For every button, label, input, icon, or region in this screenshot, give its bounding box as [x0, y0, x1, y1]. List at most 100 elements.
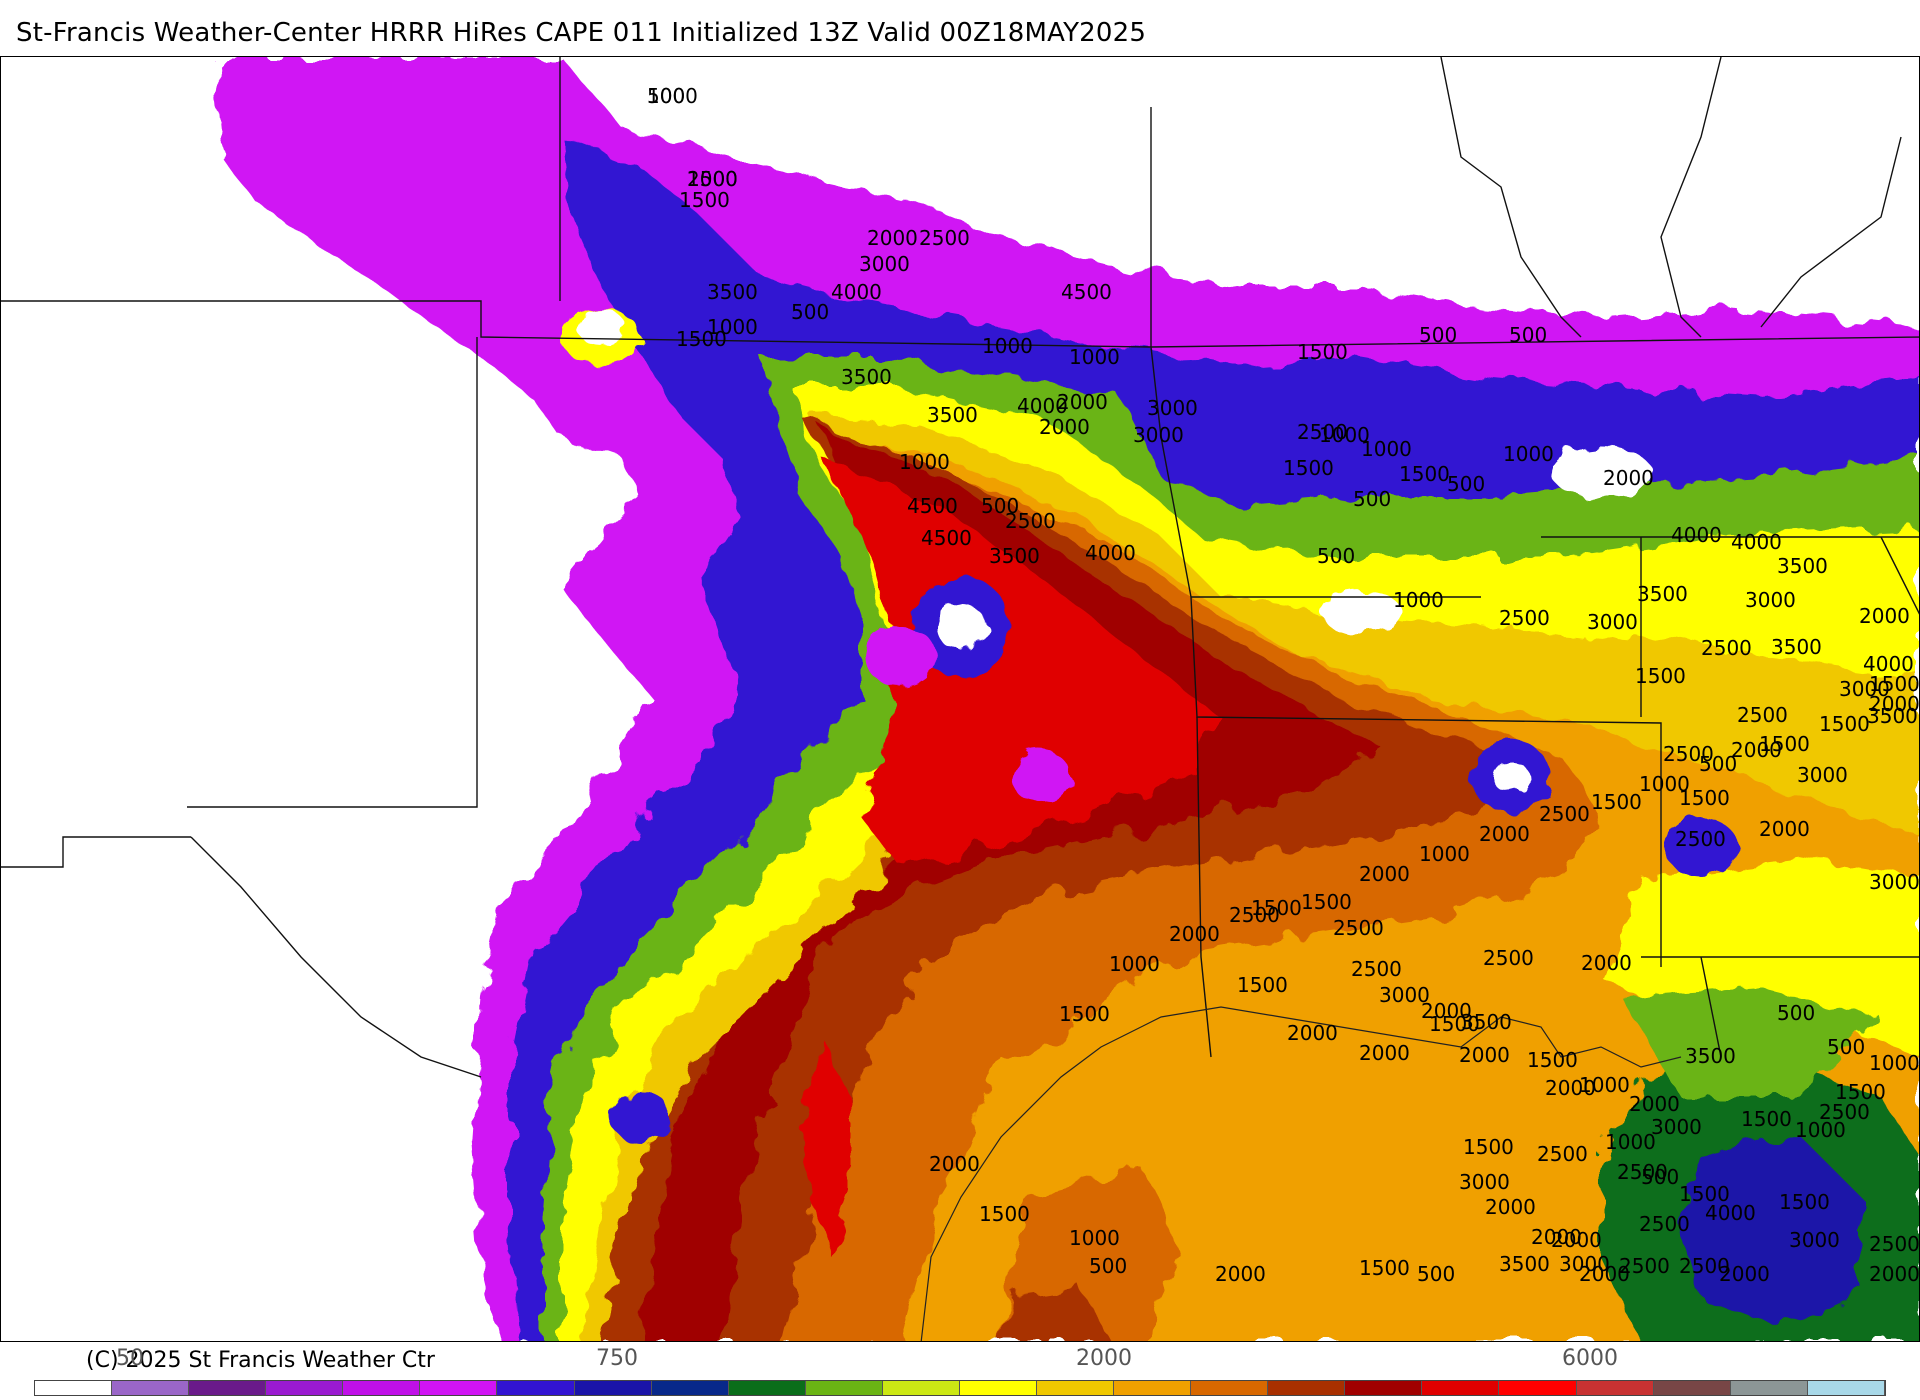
- contour-label: 1500: [1283, 456, 1334, 480]
- contour-label: 3000: [1587, 610, 1638, 634]
- contour-label: 2500: [1869, 1232, 1920, 1256]
- contour-label: 1500: [1301, 890, 1352, 914]
- border-line: [1760, 136, 1902, 328]
- contour-label: 3500: [1461, 1010, 1512, 1034]
- contour-label: 3000: [1559, 1252, 1610, 1276]
- contour-label: 1500: [1779, 1190, 1830, 1214]
- contour-label: 500: [1777, 1001, 1815, 1025]
- color-scale-bar: [34, 1380, 1886, 1396]
- contour-label: 2000: [1545, 1076, 1596, 1100]
- contour-label: 2500: [1005, 509, 1056, 533]
- contour-label: 500: [1827, 1035, 1865, 1059]
- contour-label: 3000: [1133, 423, 1184, 447]
- colorbar-swatch: [497, 1381, 575, 1395]
- contour-label: 3500: [841, 365, 892, 389]
- contour-label: 1500: [1759, 732, 1810, 756]
- colorbar-swatch: [959, 1381, 1038, 1395]
- contour-label: 1000: [1579, 1073, 1630, 1097]
- contour-label: 2500: [1229, 903, 1280, 927]
- contour-label: 2000: [1057, 390, 1108, 414]
- contour-label: 1500: [1527, 1048, 1578, 1072]
- colorbar-swatch: [1191, 1381, 1269, 1395]
- contour-label: 1000: [1419, 842, 1470, 866]
- contour-label: 500: [1447, 472, 1485, 496]
- cape-region-red-south: [801, 1037, 851, 1257]
- border-line: [1440, 57, 1582, 338]
- contour-label: 500: [791, 300, 829, 324]
- contour-label: 1500: [1251, 896, 1302, 920]
- contour-label: 1000: [1109, 952, 1160, 976]
- contour-label: 3500: [1685, 1044, 1736, 1068]
- contour-label: 2000: [1759, 817, 1810, 841]
- contour-label: 3000: [1147, 396, 1198, 420]
- contour-label: 1000: [687, 167, 738, 191]
- contour-label: 1000: [1319, 423, 1370, 447]
- contour-label: 500: [647, 84, 685, 108]
- contour-label: 1500: [1835, 1080, 1886, 1104]
- colorbar-swatch: [574, 1381, 652, 1395]
- contour-label: 2000: [1169, 922, 1220, 946]
- contour-label: 4000: [1731, 530, 1782, 554]
- cape-region-dkorange: [621, 437, 1601, 1341]
- contour-label: 500: [1317, 544, 1355, 568]
- contour-label: 4000: [1085, 541, 1136, 565]
- contour-label: 2000: [1581, 951, 1632, 975]
- contour-label: 2000: [1531, 1225, 1582, 1249]
- colorbar-swatch: [1268, 1381, 1346, 1395]
- contour-label: 1000: [1069, 1226, 1120, 1250]
- contour-label: 2000: [867, 226, 918, 250]
- contour-label: 2500: [1539, 802, 1590, 826]
- contour-label: 2500: [1675, 827, 1726, 851]
- contour-label: 2500: [1617, 1160, 1668, 1184]
- contour-label: 4000: [1863, 652, 1914, 676]
- contour-label: 1500: [979, 1202, 1030, 1226]
- state-borders: [1, 57, 1919, 1078]
- contour-label: 1000: [1639, 772, 1690, 796]
- cape-region-se-blue: [1681, 1137, 1861, 1327]
- copyright-text: (C) 2025 St Francis Weather Ctr: [86, 1348, 435, 1373]
- contour-label: 1500: [1237, 973, 1288, 997]
- contour-label: 2500: [1537, 1142, 1588, 1166]
- colorbar-tick-label: 2000: [1076, 1346, 1132, 1371]
- contour-label: 2000: [1603, 466, 1654, 490]
- colorbar-swatch: [882, 1381, 960, 1395]
- contour-label: 2500: [1737, 703, 1788, 727]
- contour-label: 1000: [1869, 1051, 1920, 1075]
- colorbar-swatch: [805, 1381, 883, 1395]
- contour-label: 500: [1699, 752, 1737, 776]
- cape-map: 500 1000 1500 2000 2500 3000 3500 4000 4500 500 10…: [0, 56, 1920, 1342]
- contour-label: 3000: [1869, 870, 1920, 894]
- colorbar-swatch: [1807, 1381, 1885, 1395]
- contour-label: 1500: [679, 188, 730, 212]
- contour-label: 1500: [1297, 340, 1348, 364]
- contour-label: 1500: [1463, 1135, 1514, 1159]
- contour-label: 4500: [1061, 280, 1112, 304]
- contour-label: 500: [1417, 1262, 1455, 1286]
- contour-label: 1500: [1359, 1256, 1410, 1280]
- contour-label: 3000: [1459, 1170, 1510, 1194]
- contour-label: 4000: [1705, 1201, 1756, 1225]
- border-line: [1196, 716, 1212, 1058]
- contour-label: 4500: [907, 494, 958, 518]
- border-line: [187, 337, 478, 808]
- border-line: [1, 836, 191, 868]
- colorbar-tick-label: 50: [116, 1346, 144, 1371]
- contour-label: 1500: [1635, 664, 1686, 688]
- contour-label: 2000: [1551, 1228, 1602, 1252]
- contour-label: 2000: [1869, 692, 1920, 716]
- contour-label: 1500: [676, 327, 727, 351]
- contour-label: 2000: [1485, 1195, 1536, 1219]
- cape-region-se-green2: [1621, 987, 1881, 1097]
- colorbar-swatch: [1499, 1381, 1577, 1395]
- colorbar-swatch: [1653, 1381, 1731, 1395]
- contour-label: 4000: [1671, 523, 1722, 547]
- contour-label: 2000: [1859, 604, 1910, 628]
- border-line: [1700, 956, 1722, 1058]
- contour-label: 1000: [1069, 345, 1120, 369]
- contour-label: 3500: [1637, 582, 1688, 606]
- contour-label: 500: [1509, 323, 1547, 347]
- colorbar-swatch: [1422, 1381, 1500, 1395]
- contour-label: 1500: [1429, 1012, 1480, 1036]
- contour-label: 2000: [1421, 999, 1472, 1023]
- contour-label: 4000: [1017, 394, 1068, 418]
